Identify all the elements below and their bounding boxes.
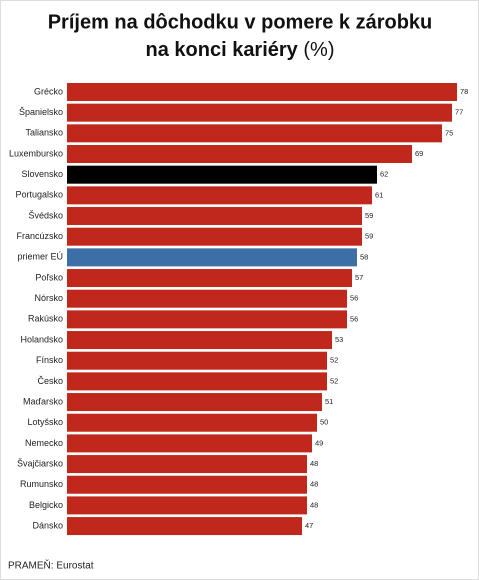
category-label: Holandsko [20,334,63,344]
value-label: 59 [365,211,373,220]
bar [67,289,347,308]
bar [67,455,307,474]
category-label: Dánsko [32,520,63,530]
bar [67,103,452,122]
category-label: Nórsko [34,293,63,303]
bar [67,186,372,205]
value-label: 49 [315,438,323,447]
bar [67,227,362,246]
category-label: Španielsko [19,107,63,117]
value-label: 77 [455,108,463,117]
value-label: 59 [365,232,373,241]
category-label: Česko [37,376,63,386]
bar [67,248,357,267]
bar [67,165,377,184]
value-label: 51 [325,397,333,406]
value-label: 69 [415,149,423,158]
chart-title: Príjem na dôchodku v pomere k zárobku [48,11,433,33]
category-label: Nemecko [25,438,63,448]
bar [67,331,332,350]
bar [67,393,322,412]
category-label: Rumunsko [20,479,63,489]
value-label: 62 [380,170,388,179]
value-label: 57 [355,273,363,282]
category-label: Belgicko [29,500,63,510]
category-label: Portugalsko [15,190,63,200]
value-label: 48 [310,480,318,489]
category-label: Rakúsko [28,314,63,324]
bar [67,269,352,288]
category-label: Francúzsko [16,231,63,241]
title-unit: (%) [303,39,334,61]
value-label: 48 [310,459,318,468]
bar [67,517,302,536]
bar [67,475,307,494]
category-label: Grécko [34,86,63,96]
value-label: 61 [375,190,383,199]
chart-title-line: na konci kariéry (%) [146,39,335,61]
value-label: 52 [330,376,338,385]
bar [67,496,307,515]
category-label: Poľsko [35,272,63,282]
bar [67,145,412,164]
category-label: priemer EÚ [17,252,63,262]
bar [67,351,327,370]
value-label: 50 [320,418,328,427]
value-label: 75 [445,128,453,137]
category-label: Slovensko [21,169,63,179]
value-label: 58 [360,252,368,261]
category-label: Fínsko [36,355,63,365]
category-label: Lotyšsko [27,417,63,427]
bar [67,434,312,453]
category-label: Švédsko [28,210,63,220]
bar [67,413,317,432]
value-label: 47 [305,521,313,530]
value-label: 56 [350,294,358,303]
bar [67,83,457,101]
value-label: 52 [330,356,338,365]
bar [67,372,327,391]
title-line2: na konci kariéry [146,39,299,61]
bar [67,207,362,226]
category-label: Taliansko [25,128,63,138]
category-label: Švajčiarsko [17,458,63,468]
bar [67,124,442,143]
value-label: 53 [335,335,343,344]
category-label: Luxembursko [9,148,63,158]
value-label: 56 [350,314,358,323]
source: PRAMEŇ: Eurostat [8,559,94,572]
value-label: 48 [310,500,318,509]
category-label: Maďarsko [23,396,63,406]
value-label: 78 [460,87,468,96]
bar [67,310,347,329]
